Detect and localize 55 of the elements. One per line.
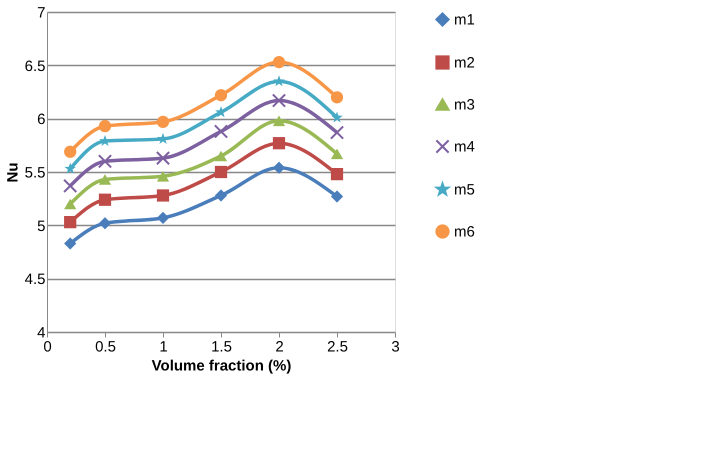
point (214, 89, 228, 102)
x-tick-label: 2 (275, 338, 284, 356)
point (64, 198, 76, 210)
point (272, 93, 286, 108)
point (156, 116, 170, 128)
point (64, 146, 76, 158)
x-axis-title: Volume fraction (%) (152, 358, 292, 374)
x-tick-label: 3 (391, 338, 400, 356)
point (64, 216, 76, 228)
point (272, 162, 286, 174)
y-tick-label: 5.5 (24, 164, 46, 182)
x-tick-label: 1.5 (211, 338, 232, 356)
y-tick-label: 4 (37, 324, 46, 342)
point (272, 56, 286, 68)
legend-label: m3 (454, 96, 475, 114)
y-tick-label: 5 (37, 218, 46, 235)
y-tick-label: 7 (37, 4, 46, 22)
legend-label: m5 (454, 182, 475, 198)
x-tick-label: 2.5 (327, 338, 348, 356)
y-tick-label: 4.5 (24, 271, 46, 288)
legend-label: m6 (454, 224, 475, 240)
point (156, 151, 170, 166)
x-tick-label: 0.5 (95, 338, 116, 356)
point (214, 189, 228, 202)
legend-label: m1 (454, 12, 475, 28)
point (98, 194, 112, 206)
point (98, 154, 112, 168)
point (98, 120, 112, 132)
point (214, 124, 228, 139)
y-tick-label: 6.5 (24, 58, 46, 75)
legend-label: m2 (454, 54, 475, 72)
point (330, 91, 344, 104)
point (330, 148, 344, 160)
point (273, 75, 285, 86)
x-tick-label: 0 (43, 338, 52, 356)
point (330, 190, 344, 203)
y-axis-title: Nu (4, 162, 22, 182)
point (330, 125, 344, 140)
point (64, 162, 76, 174)
point (214, 150, 228, 162)
x-tick-label: 1 (159, 338, 168, 356)
y-tick-label: 6 (37, 111, 46, 128)
legend-label: m4 (454, 138, 475, 156)
point (63, 178, 78, 193)
point (330, 168, 344, 180)
point (64, 237, 76, 250)
point (272, 137, 286, 150)
point (156, 170, 170, 182)
point (156, 189, 170, 202)
point (272, 115, 286, 126)
point (214, 166, 228, 178)
point (331, 111, 343, 123)
point (98, 217, 112, 230)
point (98, 174, 112, 185)
point (156, 212, 170, 224)
